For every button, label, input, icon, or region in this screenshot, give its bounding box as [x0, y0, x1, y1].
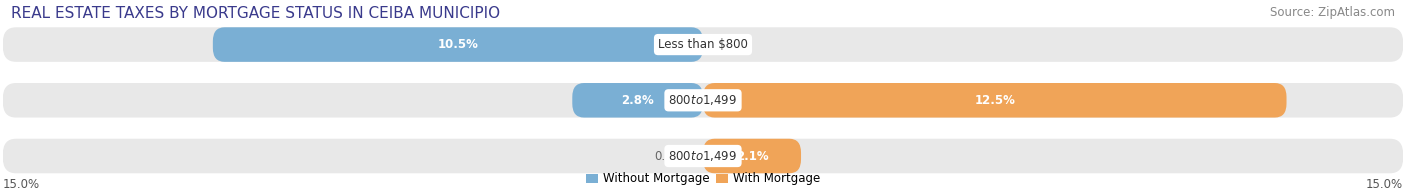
Text: 12.5%: 12.5%	[974, 94, 1015, 107]
FancyBboxPatch shape	[703, 83, 1286, 118]
FancyBboxPatch shape	[703, 139, 801, 173]
Text: 2.8%: 2.8%	[621, 94, 654, 107]
FancyBboxPatch shape	[212, 27, 703, 62]
Text: 10.5%: 10.5%	[437, 38, 478, 51]
FancyBboxPatch shape	[572, 83, 703, 118]
FancyBboxPatch shape	[3, 27, 1403, 62]
FancyBboxPatch shape	[3, 83, 1403, 118]
Text: 15.0%: 15.0%	[1367, 178, 1403, 191]
FancyBboxPatch shape	[3, 139, 1403, 173]
Text: 0.0%: 0.0%	[721, 38, 751, 51]
Text: REAL ESTATE TAXES BY MORTGAGE STATUS IN CEIBA MUNICIPIO: REAL ESTATE TAXES BY MORTGAGE STATUS IN …	[11, 6, 501, 21]
Text: 2.1%: 2.1%	[735, 150, 768, 162]
Text: 0.0%: 0.0%	[655, 150, 685, 162]
Text: $800 to $1,499: $800 to $1,499	[668, 149, 738, 163]
Text: $800 to $1,499: $800 to $1,499	[668, 93, 738, 107]
Text: Less than $800: Less than $800	[658, 38, 748, 51]
Text: Source: ZipAtlas.com: Source: ZipAtlas.com	[1270, 6, 1395, 19]
Text: 15.0%: 15.0%	[3, 178, 39, 191]
Legend: Without Mortgage, With Mortgage: Without Mortgage, With Mortgage	[581, 168, 825, 190]
